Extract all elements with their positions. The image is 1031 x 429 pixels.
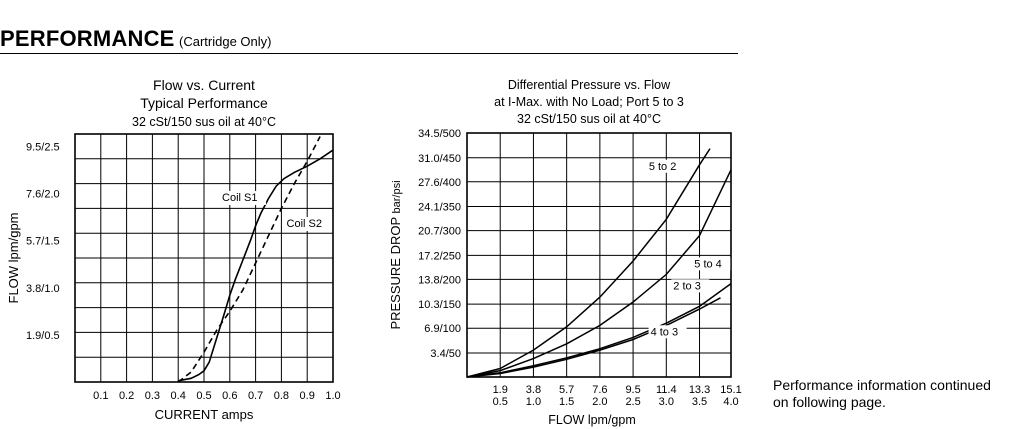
x-tick-label-bottom: 3.0 bbox=[659, 396, 674, 408]
x-tick-label-bottom: 4.0 bbox=[723, 396, 738, 408]
note-line-2: on following page. bbox=[773, 394, 886, 410]
series-line-4 bbox=[466, 297, 721, 378]
y-tick-label: 9.5/2.5 bbox=[26, 141, 60, 153]
chart-title-line: Differential Pressure vs. Flow bbox=[508, 78, 671, 92]
series-line-2 bbox=[466, 169, 732, 378]
x-axis-label: FLOW lpm/gpm bbox=[548, 413, 636, 427]
y-tick-label: 24.1/350 bbox=[418, 202, 461, 214]
y-tick-label: 27.6/400 bbox=[418, 177, 461, 189]
series-label: Coil S2 bbox=[287, 218, 322, 230]
x-tick-label-top: 9.5 bbox=[625, 384, 640, 396]
series-label: 4 to 3 bbox=[651, 326, 679, 338]
note-line-1: Performance information continued bbox=[773, 377, 991, 393]
y-tick-label: 10.3/150 bbox=[418, 299, 461, 311]
x-tick-label-bottom: 0.5 bbox=[493, 396, 508, 408]
series-label: 5 to 4 bbox=[694, 258, 722, 270]
x-tick-label-bottom: 2.0 bbox=[592, 396, 607, 408]
flow-vs-current-chart: Flow vs. Current Typical Performance 32 cS… bbox=[6, 77, 341, 422]
x-tick-label-top: 13.3 bbox=[689, 384, 710, 396]
section-heading: PERFORMANCE (Cartridge Only) bbox=[0, 26, 271, 52]
series-label-bg bbox=[671, 279, 710, 293]
x-tick-label: 0.6 bbox=[222, 390, 237, 402]
series-label: 5 to 2 bbox=[649, 161, 677, 173]
chart-title-line: Flow vs. Current bbox=[153, 77, 255, 93]
x-tick-label-bottom: 3.5 bbox=[692, 396, 707, 408]
chart-title-line: Typical Performance bbox=[140, 95, 268, 111]
y-tick-label: 34.5/500 bbox=[418, 128, 461, 140]
x-tick-label-bottom: 1.5 bbox=[559, 396, 574, 408]
series-label-bg bbox=[692, 257, 731, 271]
y-axis-label: PRESSURE DROP bar/psi bbox=[388, 180, 403, 329]
x-tick-label-bottom: 2.5 bbox=[625, 396, 640, 408]
chart-title-line: at I-Max. with No Load; Port 5 to 3 bbox=[494, 95, 684, 109]
x-tick-label: 0.2 bbox=[119, 390, 134, 402]
heading-divider bbox=[0, 53, 738, 54]
series-label-bg bbox=[646, 159, 685, 173]
y-axis-label-unit: bar/psi bbox=[391, 180, 403, 213]
section-title: PERFORMANCE bbox=[0, 26, 175, 51]
x-tick-label: 0.9 bbox=[300, 390, 315, 402]
x-tick-label: 1.0 bbox=[325, 390, 340, 402]
x-axis-label: CURRENT amps bbox=[155, 407, 254, 422]
y-tick-label: 17.2/250 bbox=[418, 250, 461, 262]
series-label-bg bbox=[648, 325, 687, 339]
series-line-3 bbox=[466, 282, 732, 378]
y-tick-label: 13.8/200 bbox=[418, 274, 461, 286]
y-tick-label: 3.4/50 bbox=[430, 348, 461, 360]
x-tick-label: 0.1 bbox=[93, 390, 108, 402]
series-line-1 bbox=[178, 149, 334, 382]
chart-title-line: 32 cSt/150 sus oil at 40°C bbox=[517, 112, 661, 126]
y-axis-label: FLOW lpm/gpm bbox=[6, 212, 21, 303]
x-tick-label-top: 5.7 bbox=[559, 384, 574, 396]
y-axis-label-main: PRESSURE DROP bbox=[388, 213, 403, 329]
x-tick-label-top: 1.9 bbox=[493, 384, 508, 396]
x-tick-label-top: 15.1 bbox=[720, 384, 741, 396]
y-tick-label: 31.0/450 bbox=[418, 153, 461, 165]
x-tick-label-top: 11.4 bbox=[656, 384, 677, 396]
continuation-note: Performance information continued on fol… bbox=[773, 377, 1031, 411]
section-subtitle: (Cartridge Only) bbox=[179, 34, 272, 49]
chart-title-line: 32 cSt/150 sus oil at 40°C bbox=[132, 115, 276, 129]
x-tick-label: 0.3 bbox=[145, 390, 160, 402]
y-tick-label: 3.8/1.0 bbox=[26, 283, 60, 295]
series-line-2 bbox=[177, 136, 321, 383]
x-tick-label-top: 3.8 bbox=[526, 384, 541, 396]
y-tick-label: 1.9/0.5 bbox=[26, 330, 60, 342]
series-label-bg bbox=[220, 190, 267, 205]
y-tick-label: 20.7/300 bbox=[418, 226, 461, 238]
series-label: 2 to 3 bbox=[673, 280, 701, 292]
x-tick-label: 0.8 bbox=[274, 390, 289, 402]
x-tick-label: 0.7 bbox=[248, 390, 263, 402]
x-tick-label-bottom: 1.0 bbox=[526, 396, 541, 408]
y-tick-label: 5.7/1.5 bbox=[26, 236, 60, 248]
series-label: Coil S1 bbox=[222, 192, 257, 204]
plot-frame bbox=[74, 133, 334, 383]
plot-frame bbox=[466, 132, 732, 378]
y-tick-label: 7.6/2.0 bbox=[26, 189, 60, 201]
series-line-1 bbox=[466, 148, 711, 378]
x-tick-label: 0.5 bbox=[196, 390, 211, 402]
pressure-vs-flow-chart: Differential Pressure vs. Flow at I-Max. … bbox=[388, 78, 742, 427]
y-tick-label: 6.9/100 bbox=[424, 323, 461, 335]
series-label-bg bbox=[284, 217, 331, 231]
x-tick-label-top: 7.6 bbox=[592, 384, 607, 396]
x-tick-label: 0.4 bbox=[171, 390, 186, 402]
